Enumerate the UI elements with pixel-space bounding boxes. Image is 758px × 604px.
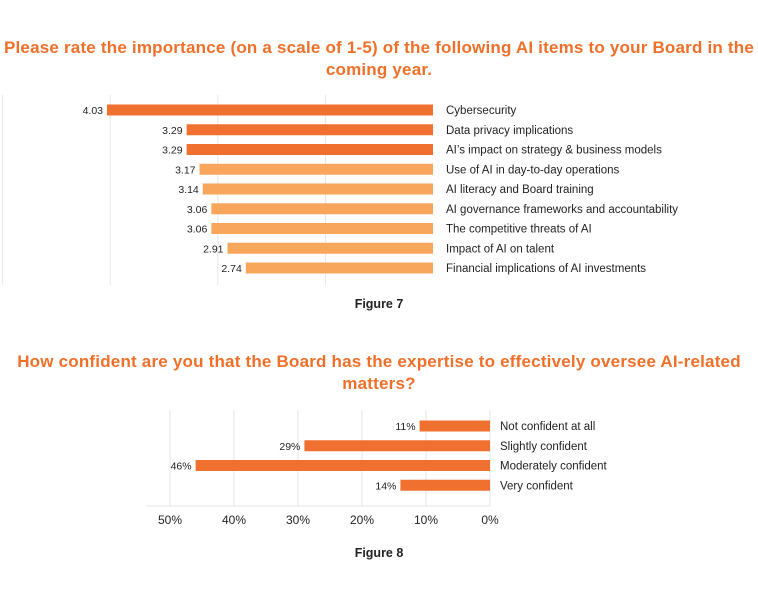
chart1-value-label-0: 4.03 — [83, 105, 104, 117]
chart2-category-label-1: Slightly confident — [500, 441, 588, 453]
chart1-bar-5 — [211, 203, 433, 215]
chart2-bar-3 — [400, 479, 490, 491]
chart2-title: How confident are you that the Board has… — [17, 352, 741, 393]
chart2-tick-label-3: 20% — [350, 513, 374, 527]
chart1-bar-3 — [199, 163, 433, 175]
chart1-category-label-3: Use of AI in day-to-day operations — [446, 164, 619, 176]
chart1-bar-0 — [107, 104, 433, 116]
chart2-value-label-3: 14% — [375, 480, 396, 492]
chart2-tick-label-4: 10% — [414, 513, 438, 527]
chart2-tick-label-1: 40% — [222, 513, 246, 527]
chart1-bar-8 — [245, 262, 433, 274]
chart1-bar-4 — [202, 183, 433, 195]
chart1-value-label-7: 2.91 — [203, 243, 224, 255]
chart1-title: Please rate the importance (on a scale o… — [3, 38, 755, 79]
chart2-bar-2 — [195, 460, 490, 471]
chart1-value-label-3: 3.17 — [175, 164, 196, 176]
chart2-category-label-3: Very confident — [500, 480, 574, 492]
chart2-value-label-2: 46% — [171, 461, 192, 473]
chart2-category-label-2: Moderately confident — [500, 461, 608, 473]
chart1-bar-6 — [211, 223, 433, 234]
chart1-value-label-8: 2.74 — [221, 263, 242, 275]
chart1-value-label-4: 3.14 — [178, 184, 199, 196]
chart1-category-label-6: The competitive threats of AI — [446, 224, 592, 236]
chart1-bar-2 — [186, 144, 433, 155]
chart1-value-label-5: 3.06 — [187, 204, 208, 216]
chart1-category-label-2: AI’s impact on strategy & business model… — [446, 145, 662, 157]
chart1-category-label-5: AI governance frameworks and accountabil… — [446, 204, 678, 216]
chart2-plot: 50% 40% 30% 20% 10% 0% 11% Not confident at all… — [146, 410, 608, 527]
chart1-value-label-6: 3.06 — [187, 224, 208, 236]
chart1-category-label-7: Impact of AI on talent — [446, 243, 555, 255]
chart1-value-label-1: 3.29 — [162, 125, 183, 137]
chart2-tick-label-0: 50% — [158, 513, 182, 527]
chart1-value-label-2: 3.29 — [162, 145, 183, 157]
chart1-caption: Figure 7 — [354, 297, 404, 311]
chart1-category-label-8: Financial implications of AI investments — [446, 263, 646, 275]
chart2-tick-label-2: 30% — [286, 513, 310, 527]
chart2-category-label-0: Not confident at all — [500, 421, 595, 433]
chart1-category-label-1: Data privacy implications — [446, 125, 573, 137]
chart1-category-label-4: AI literacy and Board training — [446, 184, 594, 196]
chart1-bar-1 — [186, 124, 433, 136]
chart2-bar-0 — [419, 420, 490, 432]
chart2-value-label-0: 11% — [395, 421, 415, 433]
chart2-caption: Figure 8 — [354, 546, 404, 560]
chart2-bar-1 — [304, 440, 490, 452]
chart2-value-label-1: 29% — [279, 441, 300, 453]
chart1-category-label-0: Cybersecurity — [446, 105, 517, 117]
chart1-bar-7 — [227, 242, 433, 254]
chart1-plot: 4.03 Cybersecurity 3.29 Data privacy implic… — [2, 95, 678, 285]
chart2-tick-label-5: 0% — [481, 513, 499, 527]
